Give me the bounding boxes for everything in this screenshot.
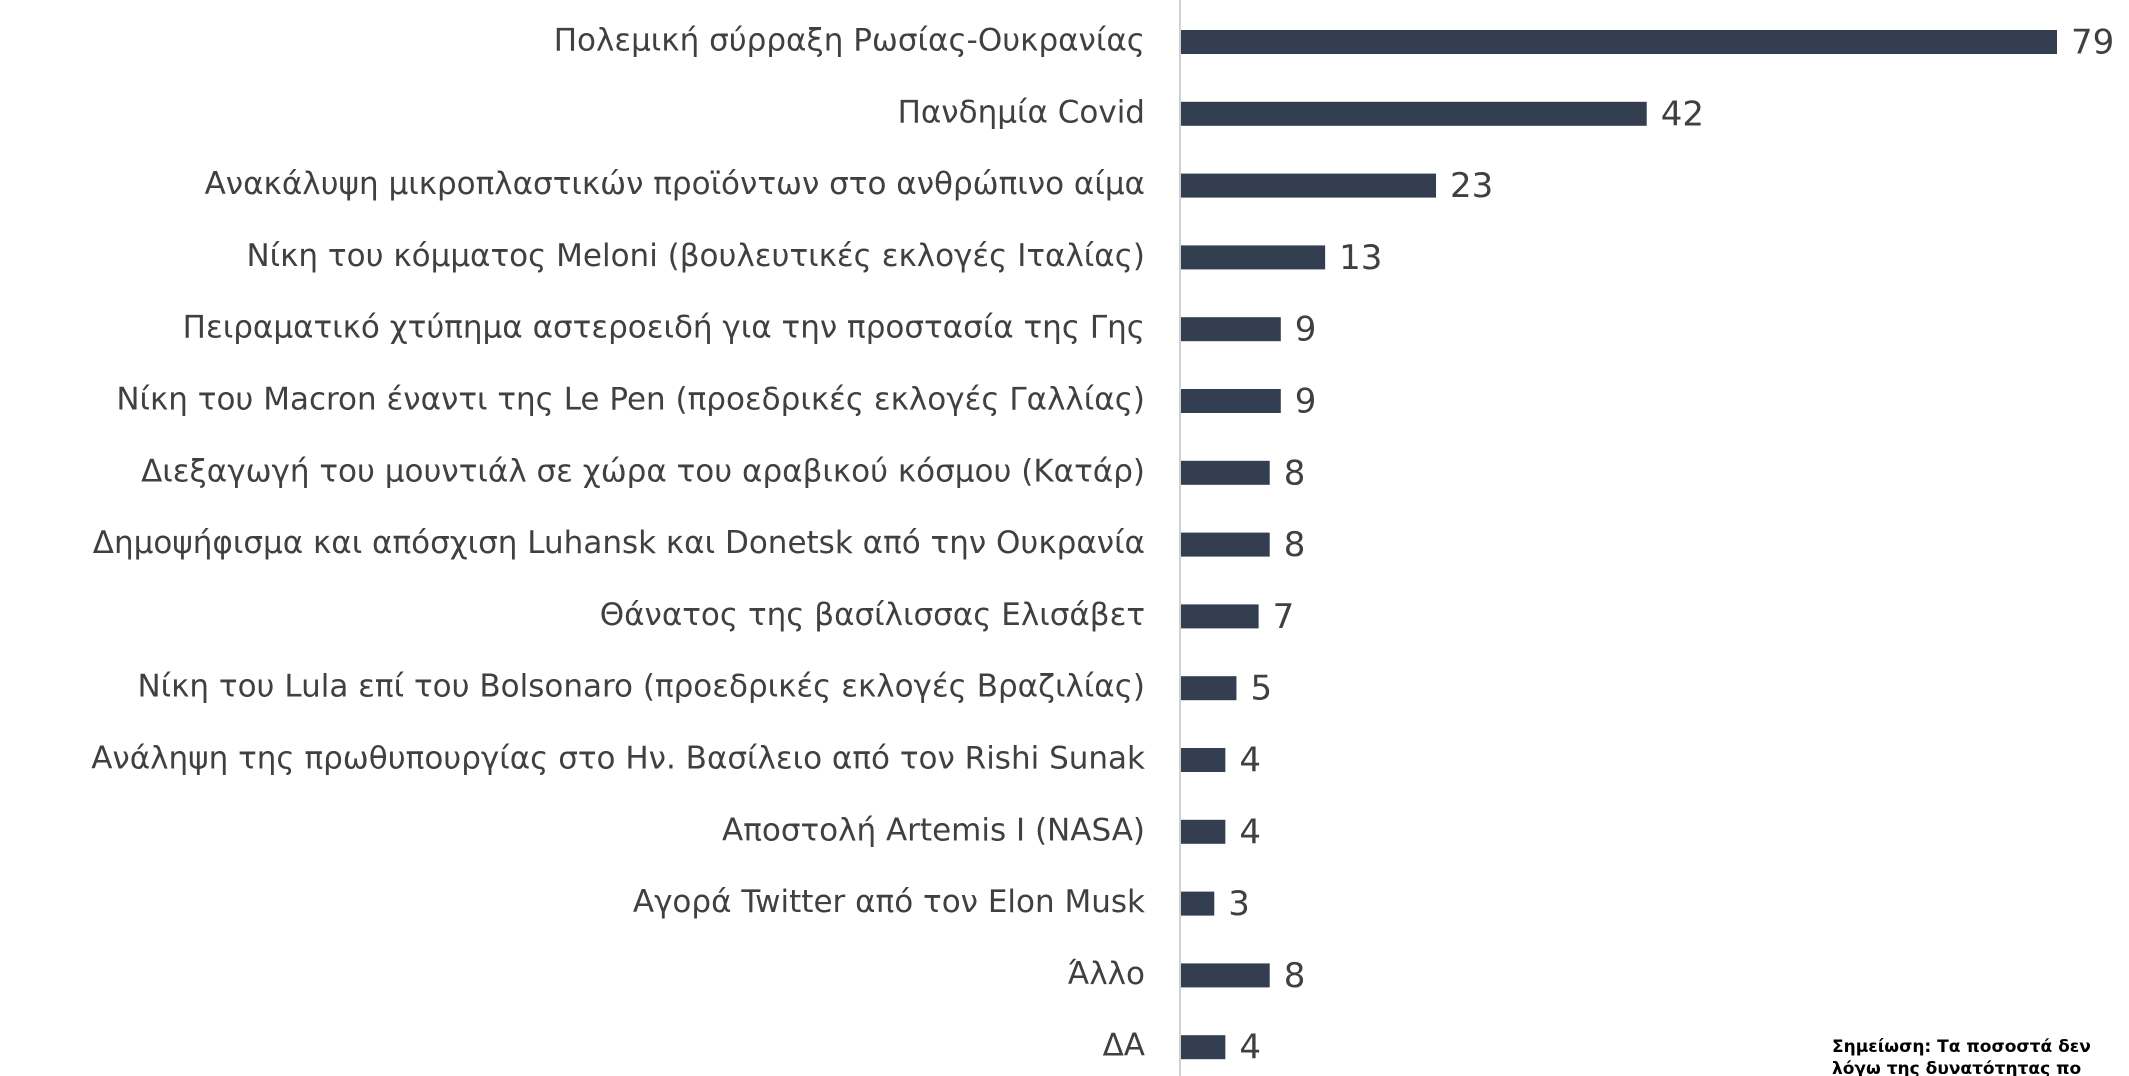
value-label: 13 xyxy=(1339,238,1382,278)
value-label: 9 xyxy=(1295,382,1317,422)
bar xyxy=(1181,30,2057,54)
value-label: 9 xyxy=(1295,310,1317,350)
value-label: 42 xyxy=(1661,94,1704,134)
bar xyxy=(1181,389,1281,413)
category-label: Θάνατος της βασίλισσας Ελισάβετ xyxy=(600,597,1145,633)
category-label: Αποστολή Artemis I (NASA) xyxy=(722,812,1145,848)
category-label: Αγορά Twitter από τον Elon Musk xyxy=(633,884,1145,920)
value-label: 4 xyxy=(1239,812,1261,852)
value-label: 8 xyxy=(1284,525,1306,565)
value-label: 4 xyxy=(1239,741,1261,781)
value-label: 7 xyxy=(1273,597,1295,637)
category-label: Πολεμική σύρραξη Ρωσίας-Ουκρανίας xyxy=(554,23,1145,59)
bar xyxy=(1181,748,1226,772)
bar xyxy=(1181,101,1647,126)
bar xyxy=(1181,676,1237,701)
bar xyxy=(1181,604,1259,629)
note: Σημείωση: Τα ποσοστά δεν xyxy=(1832,1037,2091,1057)
bar xyxy=(1181,891,1215,916)
value-label: 79 xyxy=(2071,23,2114,63)
bar xyxy=(1181,245,1326,270)
category-label: Πειραματικό χτύπημα αστεροειδή για την π… xyxy=(183,310,1145,346)
bar xyxy=(1181,1035,1226,1060)
category-label: Ανάληψη της πρωθυπουργίας στο Ην. Βασίλε… xyxy=(91,741,1145,777)
category-label: Νίκη του Macron έναντι της Le Pen (προεδ… xyxy=(116,382,1145,418)
category-label: ΔΑ xyxy=(1103,1028,1145,1064)
value-label: 4 xyxy=(1239,1028,1261,1068)
category-label: Πανδημία Covid xyxy=(898,94,1145,130)
category-label: Νίκη του κόμματος Meloni (βουλευτικές εκ… xyxy=(246,238,1145,274)
category-label: Διεξαγωγή του μουντιάλ σε χώρα του αραβι… xyxy=(141,453,1145,489)
note: λόγω της δυνατότητας πο xyxy=(1832,1059,2081,1076)
category-label: Δημοψήφισμα και απόσχιση Luhansk και Don… xyxy=(93,525,1145,561)
category-label: Άλλο xyxy=(1068,956,1145,992)
value-label: 8 xyxy=(1284,956,1306,996)
bar xyxy=(1181,819,1226,844)
bar xyxy=(1181,532,1270,557)
bar xyxy=(1181,460,1270,485)
category-label: Νίκη του Lula επί του Bolsonaro (προεδρι… xyxy=(137,669,1145,705)
bar xyxy=(1181,963,1270,988)
bar xyxy=(1181,317,1281,342)
value-label: 8 xyxy=(1284,453,1306,493)
bar xyxy=(1181,173,1437,198)
value-label: 5 xyxy=(1250,669,1272,709)
value-label: 3 xyxy=(1228,884,1250,924)
value-label: 23 xyxy=(1450,166,1493,206)
category-label: Ανακάλυψη μικροπλαστικών προϊόντων στο α… xyxy=(205,166,1145,202)
